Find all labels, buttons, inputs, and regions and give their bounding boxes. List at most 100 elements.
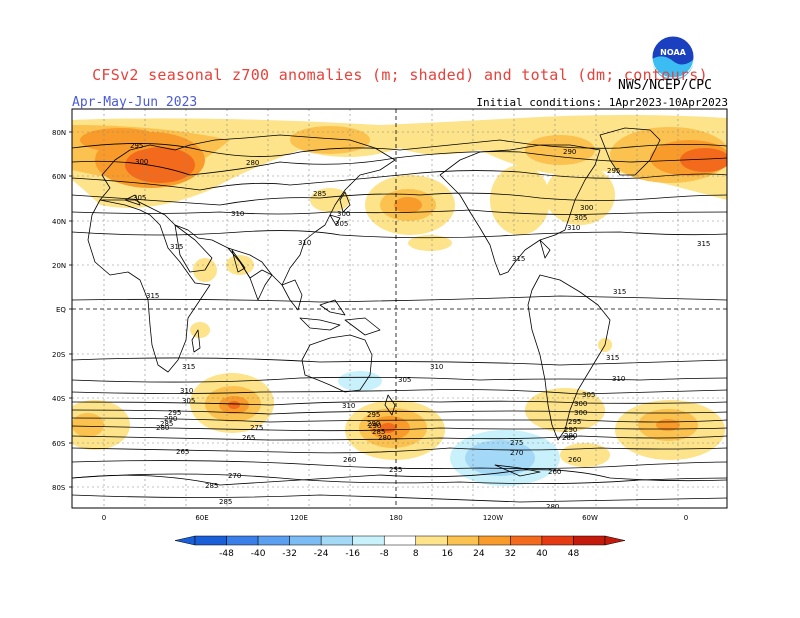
- contour-label: 290: [368, 422, 381, 430]
- contour-label: 305: [182, 397, 195, 405]
- initial-conditions: Initial conditions: 1Apr2023-10Apr2023: [476, 96, 728, 109]
- contour-label: 270: [510, 449, 523, 457]
- colorbar-tick-label: -24: [314, 549, 329, 559]
- height-contours: [72, 139, 727, 503]
- colorbar-tick-label: -48: [219, 549, 234, 559]
- map-frame: [71, 108, 728, 509]
- contour-label: 265: [242, 434, 255, 442]
- colorbar-tick-label: 8: [413, 549, 419, 559]
- contour-label: 285: [313, 190, 326, 198]
- lon-label: 180: [389, 514, 402, 522]
- contour-label: 255: [389, 466, 402, 474]
- colorbar: -48 -40 -32 -24 -16 -8 8 16 24 32 40 48: [174, 535, 626, 559]
- lat-label: 60S: [52, 440, 66, 448]
- lon-label: 0: [102, 514, 106, 522]
- colorbar-swatch: [478, 535, 511, 546]
- forecast-period: Apr-May-Jun 2023: [72, 95, 198, 110]
- contour-label: 280: [246, 159, 259, 167]
- lat-label: EQ: [56, 306, 66, 314]
- contour-label: 295: [168, 409, 181, 417]
- chart-title: CFSv2 seasonal z700 anomalies (m; shaded…: [92, 66, 708, 84]
- contour-label: 295: [367, 411, 380, 419]
- contour-label: 300: [580, 204, 593, 212]
- lon-label: 60W: [582, 514, 598, 522]
- contour-label: 285: [562, 434, 575, 442]
- contour-label: 280: [564, 432, 577, 440]
- contour-label: 290: [564, 426, 577, 434]
- lon-label: 120W: [483, 514, 503, 522]
- lat-label: 40S: [52, 395, 66, 403]
- contour-label: 275: [510, 439, 523, 447]
- lat-label: 80N: [52, 129, 66, 137]
- map-area: 295 300 305 280 310 315 285 300 305 310 …: [72, 109, 727, 511]
- colorbar-tick-label: 48: [568, 549, 580, 559]
- contour-label: 315: [697, 240, 710, 248]
- colorbar-tick-label: -32: [282, 549, 297, 559]
- contour-label: 300: [574, 409, 587, 417]
- contour-label: 280: [546, 503, 559, 511]
- contour-label: 305: [574, 214, 587, 222]
- contour-label: 300: [574, 400, 587, 408]
- colorbar-tick-label: 40: [536, 549, 548, 559]
- contour-label: 290: [367, 420, 380, 428]
- lat-label: 60N: [52, 173, 66, 181]
- lat-ticks: [69, 131, 72, 488]
- colorbar-tick-label: -40: [251, 549, 266, 559]
- colorbar-swatch: [226, 535, 259, 546]
- colorbar-swatch: [352, 535, 385, 546]
- contour-label: 310: [342, 402, 355, 410]
- coastlines: [72, 127, 727, 486]
- colorbar-swatch: [510, 535, 543, 546]
- colorbar-tick-label: -16: [345, 549, 360, 559]
- contour-label: 295: [607, 167, 620, 175]
- colorbar-swatch: [257, 535, 290, 546]
- noaa-logo: NOAA: [651, 35, 695, 80]
- lat-label: 80S: [52, 484, 66, 492]
- contour-label: 315: [512, 255, 525, 263]
- contour-label: 285: [205, 482, 218, 490]
- contour-label: 260: [548, 468, 561, 476]
- contour-label: 305: [133, 194, 146, 202]
- contour-label: 280: [156, 424, 169, 432]
- svg-text:NOAA: NOAA: [660, 48, 686, 57]
- contour-label: 285: [219, 498, 232, 506]
- contour-label: 315: [613, 288, 626, 296]
- colorbar-swatch: [194, 535, 227, 546]
- contour-label: 300: [337, 210, 350, 218]
- contour-label: 310: [298, 239, 311, 247]
- colorbar-swatch: [447, 535, 480, 546]
- colorbar-arrow-low: [174, 535, 196, 546]
- contour-label: 310: [612, 375, 625, 383]
- contour-label: 310: [567, 224, 580, 232]
- contour-label: 275: [250, 424, 263, 432]
- colorbar-swatch: [573, 535, 606, 546]
- contour-label: 285: [160, 420, 173, 428]
- contour-label: 315: [606, 354, 619, 362]
- colorbar-swatch: [383, 535, 417, 546]
- longitude-labels: 0 60E 120E 180 120W 60W 0: [102, 514, 688, 522]
- colorbar-swatch: [320, 535, 353, 546]
- contour-label: 295: [568, 418, 581, 426]
- colorbar-arrow-high: [604, 535, 626, 546]
- contour-label: 305: [398, 376, 411, 384]
- lat-label: 20N: [52, 262, 66, 270]
- contour-label: 310: [180, 387, 193, 395]
- contour-label: 300: [135, 158, 148, 166]
- lon-label: 0: [684, 514, 688, 522]
- agency-label: NWS/NCEP/CPC: [618, 78, 712, 93]
- contour-label: 305: [335, 220, 348, 228]
- contour-label: 315: [146, 292, 159, 300]
- contour-label: 260: [343, 456, 356, 464]
- lat-label: 40N: [52, 218, 66, 226]
- contour-label: 310: [430, 363, 443, 371]
- colorbar-swatch: [541, 535, 574, 546]
- contour-label: 295: [130, 142, 143, 150]
- lon-label: 60E: [195, 514, 208, 522]
- contour-labels: 295 300 305 280 310 315 285 300 305 310 …: [130, 142, 710, 511]
- contour-label: 290: [563, 148, 576, 156]
- colorbar-tick-label: -8: [380, 549, 389, 559]
- contour-label: 285: [372, 428, 385, 436]
- colorbar-swatch: [289, 535, 322, 546]
- contour-label: 310: [231, 210, 244, 218]
